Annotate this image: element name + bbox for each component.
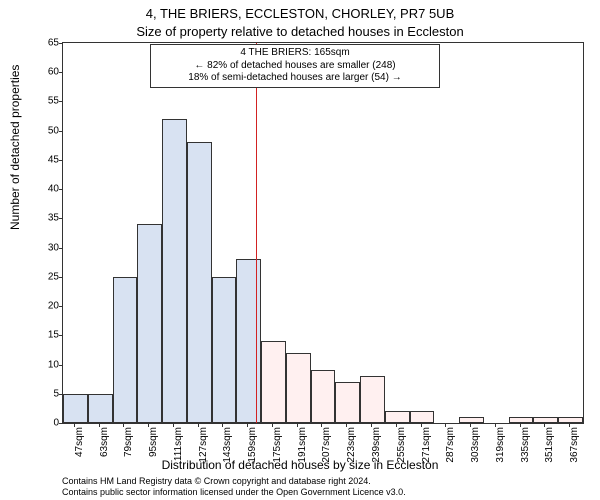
y-tick-label: 25 — [48, 271, 59, 282]
histogram-bar — [212, 277, 237, 423]
annotation-line3: 18% of semi-detached houses are larger (… — [155, 72, 435, 85]
y-tick-mark — [59, 248, 63, 249]
x-tick-mark — [321, 423, 322, 427]
histogram-bar — [558, 417, 583, 423]
y-tick-label: 30 — [48, 242, 59, 253]
x-tick-mark — [123, 423, 124, 427]
y-tick-mark — [59, 131, 63, 132]
histogram-bar — [360, 376, 385, 423]
x-tick-mark — [495, 423, 496, 427]
y-tick-mark — [59, 43, 63, 44]
x-tick-label: 111sqm — [173, 427, 184, 461]
x-tick-mark — [544, 423, 545, 427]
histogram-bar — [63, 394, 88, 423]
x-tick-mark — [297, 423, 298, 427]
x-tick-mark — [371, 423, 372, 427]
x-tick-mark — [74, 423, 75, 427]
y-tick-mark — [59, 365, 63, 366]
y-tick-mark — [59, 72, 63, 73]
histogram-bar — [410, 411, 435, 423]
x-tick-mark — [272, 423, 273, 427]
histogram-bar — [311, 370, 336, 423]
histogram-bar — [88, 394, 113, 423]
x-tick-mark — [222, 423, 223, 427]
y-axis-label: Number of detached properties — [8, 65, 22, 230]
y-tick-mark — [59, 160, 63, 161]
y-tick-label: 10 — [48, 359, 59, 370]
x-axis-label: Distribution of detached houses by size … — [0, 458, 600, 472]
annotation-line2: ← 82% of detached houses are smaller (24… — [155, 60, 435, 73]
y-tick-mark — [59, 306, 63, 307]
reference-line — [256, 43, 257, 423]
y-tick-label: 45 — [48, 154, 59, 165]
x-tick-mark — [396, 423, 397, 427]
histogram-bar — [509, 417, 534, 423]
x-tick-mark — [445, 423, 446, 427]
y-tick-label: 20 — [48, 301, 59, 312]
histogram-bar — [335, 382, 360, 423]
x-tick-label: 95sqm — [148, 427, 159, 457]
footer-line1: Contains HM Land Registry data © Crown c… — [62, 476, 406, 487]
y-tick-label: 40 — [48, 184, 59, 195]
histogram-chart: 4, THE BRIERS, ECCLESTON, CHORLEY, PR7 5… — [0, 0, 600, 500]
annotation-line1: 4 THE BRIERS: 165sqm — [155, 47, 435, 60]
histogram-bar — [385, 411, 410, 423]
x-tick-label: 63sqm — [99, 427, 110, 457]
x-tick-mark — [569, 423, 570, 427]
y-tick-label: 15 — [48, 330, 59, 341]
chart-title-address: 4, THE BRIERS, ECCLESTON, CHORLEY, PR7 5… — [0, 6, 600, 21]
histogram-bar — [162, 119, 187, 423]
x-tick-mark — [173, 423, 174, 427]
y-tick-mark — [59, 335, 63, 336]
x-tick-mark — [198, 423, 199, 427]
y-tick-label: 35 — [48, 213, 59, 224]
chart-title-desc: Size of property relative to detached ho… — [0, 24, 600, 39]
y-tick-label: 65 — [48, 38, 59, 49]
histogram-bar — [459, 417, 484, 423]
histogram-bar — [286, 353, 311, 423]
plot-area: 0510152025303540455055606547sqm63sqm79sq… — [62, 42, 584, 424]
histogram-bar — [137, 224, 162, 423]
x-tick-mark — [148, 423, 149, 427]
x-tick-label: 47sqm — [74, 427, 85, 457]
x-tick-mark — [421, 423, 422, 427]
footer-line2: Contains public sector information licen… — [62, 487, 406, 498]
y-tick-mark — [59, 101, 63, 102]
x-tick-mark — [470, 423, 471, 427]
histogram-bar — [113, 277, 138, 423]
y-tick-label: 60 — [48, 67, 59, 78]
x-tick-mark — [99, 423, 100, 427]
y-tick-mark — [59, 423, 63, 424]
annotation-box: 4 THE BRIERS: 165sqm ← 82% of detached h… — [150, 44, 440, 88]
histogram-bar — [261, 341, 286, 423]
histogram-bar — [533, 417, 558, 423]
y-tick-mark — [59, 218, 63, 219]
y-tick-label: 55 — [48, 96, 59, 107]
footer-attribution: Contains HM Land Registry data © Crown c… — [62, 476, 406, 498]
y-tick-mark — [59, 277, 63, 278]
histogram-bar — [187, 142, 212, 423]
x-tick-mark — [247, 423, 248, 427]
y-tick-label: 50 — [48, 125, 59, 136]
x-tick-mark — [520, 423, 521, 427]
y-tick-mark — [59, 189, 63, 190]
x-tick-label: 79sqm — [123, 427, 134, 457]
x-tick-mark — [346, 423, 347, 427]
